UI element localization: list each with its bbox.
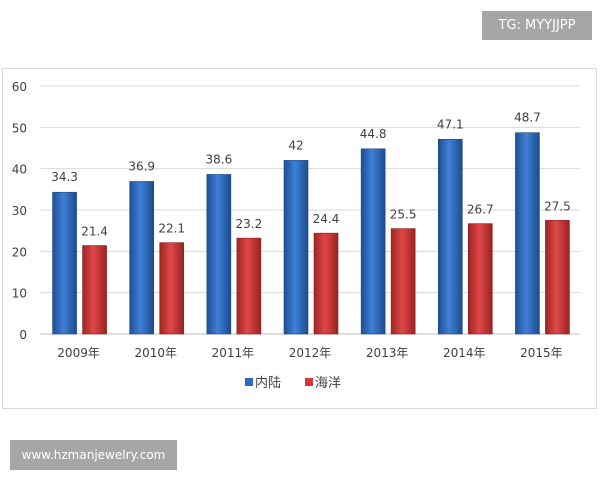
bar-inland	[437, 139, 463, 335]
watermark-site: www.hzmanjewelry.com	[10, 440, 177, 470]
x-tick-label: 2013年	[366, 346, 409, 360]
data-label: 44.8	[360, 127, 387, 141]
legend-label: 内陆	[255, 375, 281, 391]
y-tick-label: 20	[12, 245, 27, 259]
x-tick-label: 2010年	[134, 346, 177, 360]
data-label: 34.3	[51, 170, 78, 184]
bar-ocean	[82, 245, 107, 335]
bar-ocean	[467, 223, 493, 335]
y-tick-label: 60	[12, 80, 27, 94]
x-tick-label: 2011年	[212, 346, 255, 360]
data-label: 25.5	[390, 208, 417, 222]
x-tick-label: 2014年	[443, 346, 486, 360]
y-tick-label: 0	[19, 328, 27, 342]
data-label: 36.9	[128, 159, 155, 173]
bar-ocean	[545, 220, 570, 335]
bar-chart: 0 10 20 30 40 50 60 2009年 34.3 21.4 2010年 36.9 22.1 2…	[2, 68, 597, 409]
data-label: 48.7	[514, 111, 541, 125]
bar-ocean	[390, 228, 416, 335]
bar-inland	[360, 148, 386, 335]
bar-ocean	[236, 237, 262, 335]
data-label: 22.1	[158, 222, 185, 236]
data-label: 38.6	[205, 152, 232, 166]
data-label: 26.7	[467, 203, 494, 217]
x-tick-label: 2012年	[289, 346, 332, 360]
data-label: 24.4	[313, 212, 340, 226]
y-tick-label: 50	[12, 121, 27, 135]
bar-inland	[283, 160, 309, 335]
y-tick-label: 10	[12, 287, 27, 301]
bar-ocean	[159, 242, 185, 335]
data-label: 42	[288, 138, 303, 152]
bar-inland	[52, 191, 77, 335]
legend-swatch	[245, 378, 253, 386]
x-tick-label: 2015年	[520, 346, 563, 360]
legend-swatch	[305, 378, 313, 386]
data-label: 21.4	[81, 225, 108, 239]
data-label: 27.5	[544, 199, 571, 213]
bar-inland	[515, 132, 540, 335]
bar-ocean	[313, 232, 339, 335]
bar-inland	[206, 174, 232, 335]
x-tick-label: 2009年	[57, 346, 100, 360]
y-tick-label: 40	[12, 163, 27, 177]
y-tick-label: 30	[12, 204, 27, 218]
chart-frame	[2, 68, 597, 409]
data-label: 47.1	[437, 117, 464, 131]
data-label: 23.2	[235, 217, 262, 231]
bar-inland	[129, 181, 155, 335]
legend-label: 海洋	[315, 376, 341, 391]
watermark-tg: TG: MYYJJPP	[482, 11, 592, 40]
